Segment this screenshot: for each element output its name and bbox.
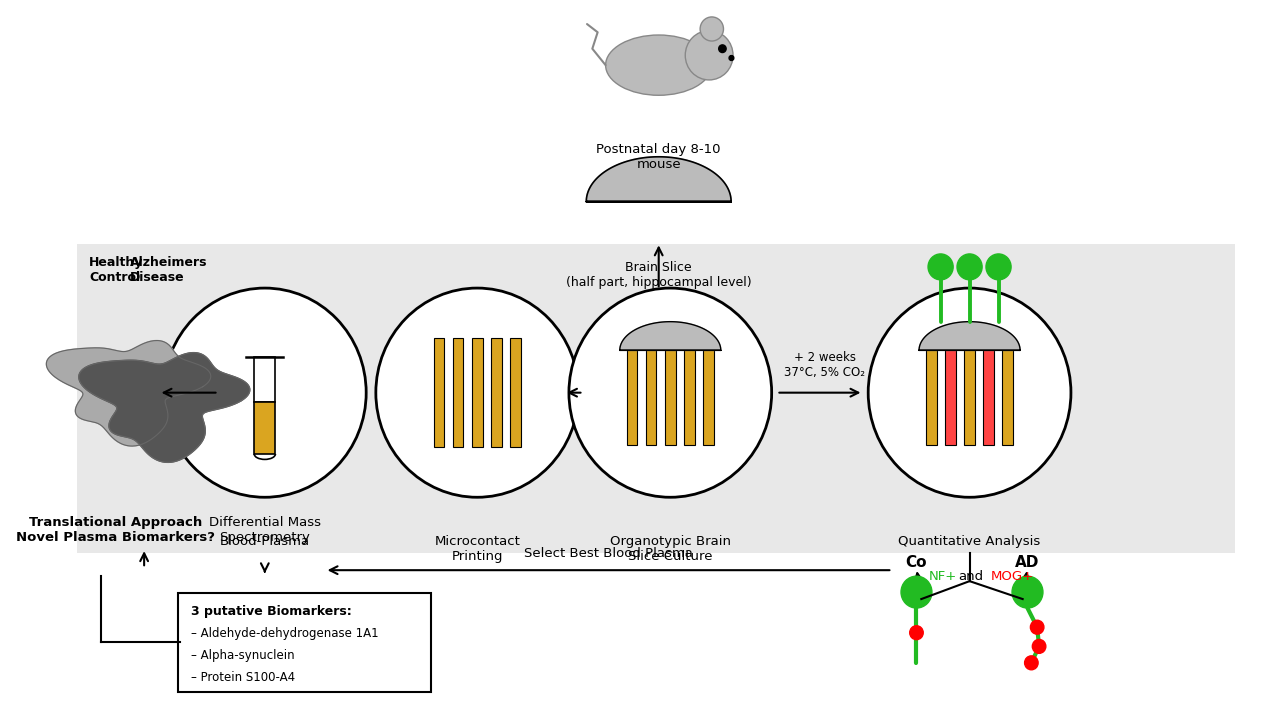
Text: AD: AD bbox=[1015, 555, 1039, 570]
Polygon shape bbox=[79, 352, 250, 462]
Text: Select Best Blood Plasma: Select Best Blood Plasma bbox=[524, 547, 693, 560]
Polygon shape bbox=[586, 157, 732, 201]
Circle shape bbox=[956, 254, 982, 280]
Text: Healthy
Control: Healthy Control bbox=[89, 257, 143, 285]
Bar bbox=[646, 350, 656, 445]
Bar bbox=[492, 338, 502, 447]
Bar bbox=[254, 357, 276, 402]
Bar bbox=[434, 338, 444, 447]
Text: Translational Approach
Novel Plasma Biomarkers?: Translational Approach Novel Plasma Biom… bbox=[15, 516, 215, 544]
Text: 3 putative Biomarkers:: 3 putative Biomarkers: bbox=[192, 605, 352, 618]
Text: – Alpha-synuclein: – Alpha-synuclein bbox=[192, 649, 295, 662]
Circle shape bbox=[902, 576, 932, 608]
Polygon shape bbox=[919, 321, 1020, 350]
Bar bbox=[665, 350, 676, 445]
Circle shape bbox=[700, 17, 724, 41]
FancyBboxPatch shape bbox=[178, 593, 430, 692]
Bar bbox=[964, 350, 974, 445]
Bar bbox=[510, 338, 521, 447]
Text: Blood-Plasma: Blood-Plasma bbox=[220, 536, 310, 549]
Bar bbox=[453, 338, 464, 447]
Polygon shape bbox=[619, 321, 720, 350]
Ellipse shape bbox=[605, 35, 711, 96]
Text: Alzheimers
Disease: Alzheimers Disease bbox=[130, 257, 207, 285]
Text: MOG+: MOG+ bbox=[991, 570, 1034, 583]
Circle shape bbox=[1032, 639, 1046, 654]
Circle shape bbox=[570, 288, 771, 498]
Text: Microcontact
Printing: Microcontact Printing bbox=[434, 536, 520, 563]
Text: Quantitative Analysis: Quantitative Analysis bbox=[899, 536, 1041, 549]
Bar bbox=[77, 244, 1235, 553]
Text: NF+: NF+ bbox=[930, 570, 958, 583]
Circle shape bbox=[1031, 620, 1043, 634]
Circle shape bbox=[686, 31, 733, 80]
Circle shape bbox=[928, 254, 953, 280]
Circle shape bbox=[1024, 656, 1038, 670]
Polygon shape bbox=[46, 341, 211, 446]
Text: Postnatal day 8-10
mouse: Postnatal day 8-10 mouse bbox=[596, 143, 722, 171]
Text: Brain Slice
(half part, hippocampal level): Brain Slice (half part, hippocampal leve… bbox=[566, 262, 752, 289]
Text: Co: Co bbox=[905, 555, 927, 570]
Bar bbox=[684, 350, 695, 445]
Circle shape bbox=[1013, 576, 1043, 608]
Text: Organotypic Brain
Slice Culture: Organotypic Brain Slice Culture bbox=[610, 536, 730, 563]
Circle shape bbox=[719, 45, 727, 52]
Text: – Protein S100-A4: – Protein S100-A4 bbox=[192, 671, 295, 684]
Bar bbox=[926, 350, 936, 445]
Text: – Aldehyde-dehydrogenase 1A1: – Aldehyde-dehydrogenase 1A1 bbox=[192, 627, 379, 640]
Circle shape bbox=[163, 288, 366, 498]
Bar bbox=[627, 350, 637, 445]
Bar bbox=[704, 350, 714, 445]
Circle shape bbox=[729, 55, 734, 60]
Text: + 2 weeks
37°C, 5% CO₂: + 2 weeks 37°C, 5% CO₂ bbox=[784, 351, 866, 379]
Text: Differential Mass
Spectrometry: Differential Mass Spectrometry bbox=[209, 516, 321, 544]
Text: and: and bbox=[958, 570, 983, 583]
Circle shape bbox=[986, 254, 1011, 280]
Bar bbox=[472, 338, 483, 447]
Circle shape bbox=[868, 288, 1071, 498]
Circle shape bbox=[909, 626, 923, 640]
Bar bbox=[983, 350, 994, 445]
Bar bbox=[1002, 350, 1013, 445]
Bar bbox=[254, 402, 276, 454]
Circle shape bbox=[375, 288, 578, 498]
Bar bbox=[945, 350, 955, 445]
